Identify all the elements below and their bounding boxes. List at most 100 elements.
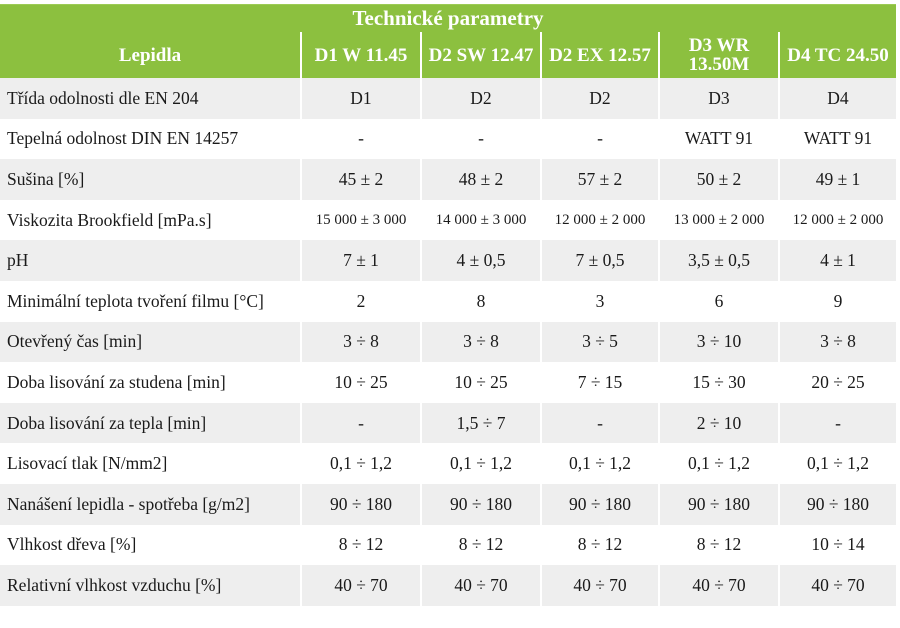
table-cell: 3 bbox=[540, 280, 658, 322]
row-label: Sušina [%] bbox=[0, 159, 300, 200]
table-cell: 0,1 ÷ 1,2 bbox=[658, 443, 778, 484]
table-cell: - bbox=[778, 402, 896, 444]
table-header: Lepidla D1 W 11.45 D2 SW 12.47 D2 EX 12.… bbox=[0, 32, 896, 78]
table-cell: 8 ÷ 12 bbox=[540, 524, 658, 566]
table-cell: 7 ± 0,5 bbox=[540, 240, 658, 281]
table-cell: 3 ÷ 8 bbox=[300, 321, 420, 363]
table-cell: - bbox=[420, 118, 540, 160]
column-header: D2 SW 12.47 bbox=[420, 32, 540, 78]
table-cell: 8 ÷ 12 bbox=[658, 524, 778, 566]
row-label: pH bbox=[0, 240, 300, 281]
table-cell: 57 ± 2 bbox=[540, 159, 658, 200]
table-cell: 40 ÷ 70 bbox=[658, 565, 778, 606]
table-cell: 3 ÷ 8 bbox=[420, 321, 540, 363]
table-cell: 40 ÷ 70 bbox=[540, 565, 658, 606]
table-cell: 8 ÷ 12 bbox=[420, 524, 540, 566]
table-row: Relativní vlhkost vzduchu [%] 40 ÷ 70 40 ÷… bbox=[0, 565, 896, 606]
header-row: Lepidla D1 W 11.45 D2 SW 12.47 D2 EX 12.… bbox=[0, 32, 896, 78]
table-cell: 10 ÷ 14 bbox=[778, 524, 896, 566]
table-cell: 4 ± 0,5 bbox=[420, 240, 540, 281]
table-cell: 7 ÷ 15 bbox=[540, 362, 658, 403]
table-cell: 45 ± 2 bbox=[300, 159, 420, 200]
table-cell: 2 ÷ 10 bbox=[658, 402, 778, 444]
column-header: D2 EX 12.57 bbox=[540, 32, 658, 78]
table-cell: 90 ÷ 180 bbox=[778, 483, 896, 525]
table-cell: 48 ± 2 bbox=[420, 159, 540, 200]
table-row: Nanášení lepidla - spotřeba [g/m2] 90 ÷ 1… bbox=[0, 483, 896, 525]
table-cell: 3,5 ± 0,5 bbox=[658, 240, 778, 281]
table-cell: 90 ÷ 180 bbox=[420, 483, 540, 525]
row-label: Viskozita Brookfield [mPa.s] bbox=[0, 199, 300, 241]
row-label: Relativní vlhkost vzduchu [%] bbox=[0, 565, 300, 606]
table-row: Třída odolnosti dle EN 204 D1 D2 D2 D3 D4 bbox=[0, 78, 896, 119]
table-row: Vlhkost dřeva [%] 8 ÷ 12 8 ÷ 12 8 ÷ 12 8 ÷ 1… bbox=[0, 524, 896, 566]
table-cell: 6 bbox=[658, 280, 778, 322]
table-cell: 10 ÷ 25 bbox=[420, 362, 540, 403]
table-row: Minimální teplota tvoření filmu [°C] 2 8 3 6… bbox=[0, 280, 896, 322]
table-cell: 13 000 ± 2 000 bbox=[658, 199, 778, 241]
row-label: Nanášení lepidla - spotřeba [g/m2] bbox=[0, 483, 300, 525]
column-header: D1 W 11.45 bbox=[300, 32, 420, 78]
row-label-header: Lepidla bbox=[0, 32, 300, 78]
table-cell: 3 ÷ 5 bbox=[540, 321, 658, 363]
row-label: Otevřený čas [min] bbox=[0, 321, 300, 363]
table-cell: 90 ÷ 180 bbox=[540, 483, 658, 525]
table-cell: WATT 91 bbox=[658, 118, 778, 160]
table-title: Technické parametry bbox=[0, 4, 896, 32]
table-cell: 7 ± 1 bbox=[300, 240, 420, 281]
table-cell: 1,5 ÷ 7 bbox=[420, 402, 540, 444]
table-cell: D2 bbox=[540, 78, 658, 119]
table-cell: D3 bbox=[658, 78, 778, 119]
table-cell: 49 ± 1 bbox=[778, 159, 896, 200]
table-cell: - bbox=[300, 118, 420, 160]
table-cell: 14 000 ± 3 000 bbox=[420, 199, 540, 241]
row-label: Doba lisování za tepla [min] bbox=[0, 402, 300, 444]
table-cell: 90 ÷ 180 bbox=[300, 483, 420, 525]
table-cell: 0,1 ÷ 1,2 bbox=[778, 443, 896, 484]
row-label: Vlhkost dřeva [%] bbox=[0, 524, 300, 566]
table-row: Viskozita Brookfield [mPa.s] 15 000 ± 3 0… bbox=[0, 199, 896, 241]
table-row: Lisovací tlak [N/mm2] 0,1 ÷ 1,2 0,1 ÷ 1,2 0… bbox=[0, 443, 896, 484]
table-cell: 0,1 ÷ 1,2 bbox=[300, 443, 420, 484]
column-header: D4 TC 24.50 bbox=[778, 32, 896, 78]
table-row: Doba lisování za tepla [min] -1,5 ÷ 7-2 ÷… bbox=[0, 402, 896, 444]
table-body: Třída odolnosti dle EN 204 D1 D2 D2 D3 D4 Tepe… bbox=[0, 78, 896, 606]
column-header: D3 WR 13.50M bbox=[658, 32, 778, 78]
table-cell: 15 000 ± 3 000 bbox=[300, 199, 420, 241]
table-cell: 40 ÷ 70 bbox=[300, 565, 420, 606]
table-row: Tepelná odolnost DIN EN 14257- - - WATT 91 W… bbox=[0, 118, 896, 160]
row-label: Minimální teplota tvoření filmu [°C] bbox=[0, 280, 300, 322]
table-cell: 3 ÷ 8 bbox=[778, 321, 896, 363]
table-cell: 12 000 ± 2 000 bbox=[778, 199, 896, 241]
table-cell: 20 ÷ 25 bbox=[778, 362, 896, 403]
row-label: Třída odolnosti dle EN 204 bbox=[0, 78, 300, 119]
table-cell: 40 ÷ 70 bbox=[420, 565, 540, 606]
table-cell: 0,1 ÷ 1,2 bbox=[540, 443, 658, 484]
parameters-table: Lepidla D1 W 11.45 D2 SW 12.47 D2 EX 12.… bbox=[0, 32, 896, 606]
table-cell: 4 ± 1 bbox=[778, 240, 896, 281]
table-cell: 15 ÷ 30 bbox=[658, 362, 778, 403]
table-cell: D4 bbox=[778, 78, 896, 119]
table-cell: - bbox=[540, 402, 658, 444]
row-label: Lisovací tlak [N/mm2] bbox=[0, 443, 300, 484]
table-cell: 9 bbox=[778, 280, 896, 322]
table-cell: 2 bbox=[300, 280, 420, 322]
table-cell: D1 bbox=[300, 78, 420, 119]
table-cell: 8 bbox=[420, 280, 540, 322]
table-cell: 90 ÷ 180 bbox=[658, 483, 778, 525]
row-label: Tepelná odolnost DIN EN 14257 bbox=[0, 118, 300, 160]
table-cell: 12 000 ± 2 000 bbox=[540, 199, 658, 241]
table-cell: 40 ÷ 70 bbox=[778, 565, 896, 606]
table-cell: 0,1 ÷ 1,2 bbox=[420, 443, 540, 484]
table-cell: 10 ÷ 25 bbox=[300, 362, 420, 403]
table-cell: 3 ÷ 10 bbox=[658, 321, 778, 363]
row-label: Doba lisování za studena [min] bbox=[0, 362, 300, 403]
table-cell: 50 ± 2 bbox=[658, 159, 778, 200]
table-cell: 8 ÷ 12 bbox=[300, 524, 420, 566]
table-cell: WATT 91 bbox=[778, 118, 896, 160]
table-cell: D2 bbox=[420, 78, 540, 119]
table-row: Doba lisování za studena [min] 10 ÷ 25 10 … bbox=[0, 362, 896, 403]
